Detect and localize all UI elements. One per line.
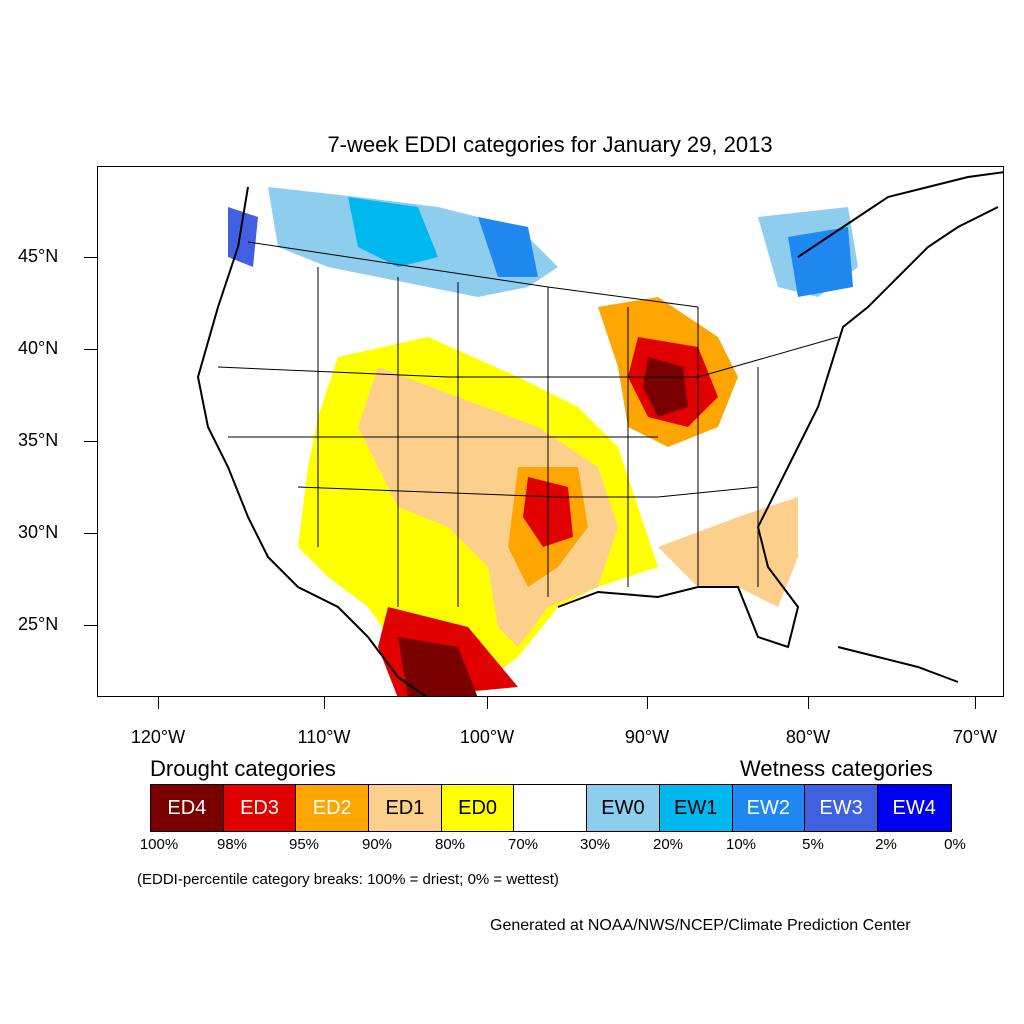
ew2-zone-north-dakota <box>478 217 538 277</box>
break-label: 5% <box>802 836 824 853</box>
lon-tick <box>158 697 159 709</box>
lon-label-70: 70°W <box>952 727 998 747</box>
eddi-map <box>196 171 1003 696</box>
state-borders <box>217 241 839 607</box>
lon-label-110: 110°W <box>297 727 351 747</box>
lon-tick <box>808 697 809 709</box>
legend-ew0: EW0 <box>587 785 660 831</box>
ew1-zone-northwest <box>348 197 438 267</box>
legend-ew2: EW2 <box>732 785 806 831</box>
caribbean-islands <box>837 646 959 683</box>
legend-ed3: ED3 <box>223 785 297 831</box>
coastline <box>196 186 999 696</box>
break-label: 30% <box>579 836 611 853</box>
map-title: 7-week EDDI categories for January 29, 2… <box>327 132 773 157</box>
credit-line: Generated at NOAA/NWS/NCEP/Climate Predi… <box>490 917 911 934</box>
category-legend: ED4 ED3 ED2 ED1 ED0 EW0 EW1 EW2 EW3 EW4 <box>150 784 952 832</box>
lon-label-80: 80°W <box>785 727 831 747</box>
legend-ed2: ED2 <box>296 785 370 831</box>
legend-neutral <box>514 785 588 831</box>
canada-coast <box>797 171 1003 258</box>
lon-tick <box>324 697 325 709</box>
ed4-zone-mexico <box>398 637 478 696</box>
lon-label-120: 120°W <box>130 727 186 747</box>
lat-label-40: 40°N <box>18 338 59 358</box>
break-label: 98% <box>216 836 248 853</box>
ed4-zone-illinois <box>643 357 688 417</box>
lat-tick <box>84 349 97 350</box>
lon-label-90: 90°W <box>624 727 670 747</box>
legend-ed0: ED0 <box>441 785 515 831</box>
lat-tick <box>84 533 97 534</box>
lon-tick <box>487 697 488 709</box>
break-label: 0% <box>944 836 966 853</box>
break-label: 70% <box>507 836 539 853</box>
lat-tick <box>84 257 97 258</box>
lat-label-45: 45°N <box>18 246 59 266</box>
lat-tick <box>84 625 97 626</box>
legend-ew1: EW1 <box>659 785 733 831</box>
lat-tick <box>84 441 97 442</box>
lon-tick <box>647 697 648 709</box>
legend-ew3: EW3 <box>805 785 878 831</box>
legend-ew4: EW4 <box>877 785 951 831</box>
ed1-zone-southeast <box>658 497 798 607</box>
wetness-heading: Wetness categories <box>740 756 933 781</box>
break-label: 90% <box>361 836 393 853</box>
lon-label-100: 100°W <box>459 727 515 747</box>
lat-label-30: 30°N <box>18 522 59 542</box>
lat-label-35: 35°N <box>18 430 59 450</box>
break-label: 20% <box>652 836 684 853</box>
break-label: 80% <box>434 836 466 853</box>
legend-ed1: ED1 <box>369 785 442 831</box>
category-note: (EDDI-percentile category breaks: 100% =… <box>137 871 559 888</box>
lat-label-25: 25°N <box>18 614 59 634</box>
legend-ed4: ED4 <box>151 785 224 831</box>
map-panel <box>97 166 1004 697</box>
ew2-zone-maine <box>788 227 853 297</box>
break-label: 10% <box>725 836 757 853</box>
break-label: 2% <box>875 836 897 853</box>
drought-heading: Drought categories <box>150 756 336 781</box>
break-label: 100% <box>139 836 179 853</box>
lon-tick <box>975 697 976 709</box>
break-label: 95% <box>288 836 320 853</box>
